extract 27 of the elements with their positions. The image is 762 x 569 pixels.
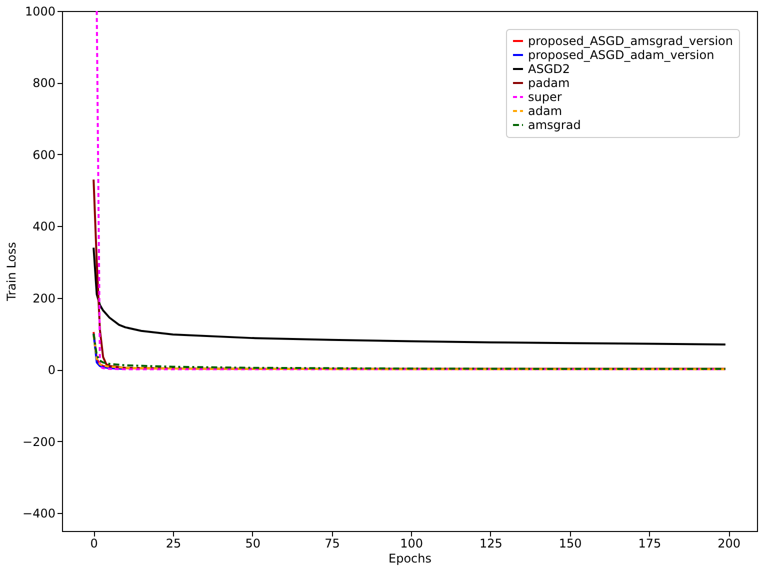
y-axis-title: Train Loss (4, 242, 19, 302)
x-tick-label: 50 (245, 536, 260, 550)
y-tick-label: −200 (22, 434, 56, 449)
legend-label: adam (528, 104, 562, 118)
y-tick-label: 0 (48, 363, 56, 378)
legend-label: proposed_ASGD_adam_version (528, 48, 714, 62)
y-tick-label: 600 (32, 148, 56, 162)
x-tick-label: 150 (558, 536, 582, 550)
y-tick-label: 1000 (24, 4, 56, 18)
legend-label: proposed_ASGD_amsgrad_version (528, 34, 733, 48)
x-tick-label: 75 (324, 536, 340, 550)
y-tick-label: −400 (22, 506, 56, 521)
y-tick-label: 800 (32, 76, 56, 90)
x-tick-label: 100 (400, 536, 424, 550)
x-tick-label: 0 (90, 536, 98, 550)
line-series (92, 246, 726, 346)
legend-label: ASGD2 (528, 62, 570, 76)
x-tick-label: 125 (480, 536, 502, 550)
x-tick-label: 175 (638, 536, 662, 550)
legend-label: amsgrad (528, 118, 581, 132)
x-tick-label: 25 (166, 536, 182, 550)
legend-label: padam (528, 76, 570, 90)
x-tick-label: 200 (718, 536, 741, 550)
y-tick-label: 200 (32, 291, 56, 306)
legend-label: super (528, 90, 562, 104)
x-axis-title: Epochs (388, 552, 432, 566)
y-tick-label: 400 (32, 220, 56, 234)
